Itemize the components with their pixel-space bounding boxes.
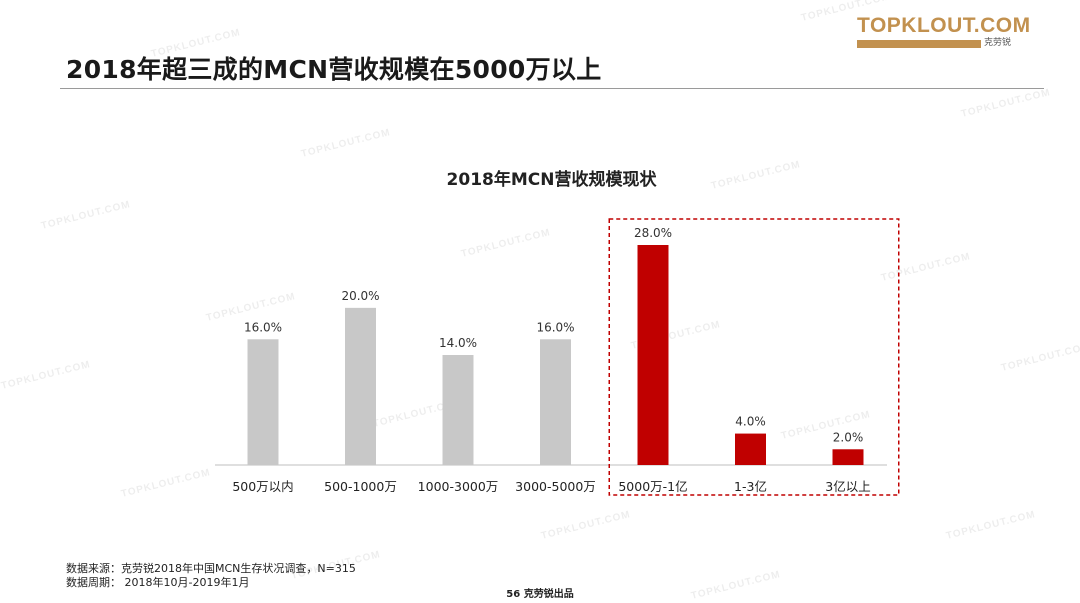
page-number: 56 克劳锐出品 xyxy=(506,589,574,600)
data-label-4: 28.0% xyxy=(634,226,672,240)
data-label-2: 14.0% xyxy=(439,336,477,350)
logo-tagline-bar xyxy=(857,39,981,48)
bar-5 xyxy=(735,433,766,465)
highlight-box xyxy=(608,218,900,496)
title-divider xyxy=(60,88,1044,89)
page-title: 2018年超三成的MCN营收规模在5000万以上 xyxy=(66,55,602,84)
category-label-3: 3000-5000万 xyxy=(515,479,596,494)
brand-logo: TOPKLOUT.COM 克劳锐 xyxy=(857,14,1031,48)
data-label-5: 4.0% xyxy=(735,415,766,429)
logo-tagline-row: 克劳锐 xyxy=(857,39,1027,48)
bar-2 xyxy=(442,355,474,465)
logo-wordmark: TOPKLOUT.COM xyxy=(857,14,1031,37)
category-label-1: 500-1000万 xyxy=(324,479,397,494)
bar-0 xyxy=(247,339,279,465)
bar-1 xyxy=(345,307,376,465)
chart-title: 2018年MCN营收规模现状 xyxy=(446,170,657,190)
data-label-0: 16.0% xyxy=(244,320,282,334)
data-source-note: 数据来源：克劳锐2018年中国MCN生存状况调查，N=315 xyxy=(66,562,356,575)
bar-6 xyxy=(832,449,864,465)
category-label-0: 500万以内 xyxy=(232,479,293,494)
data-period-note: 数据周期： 2018年10月-2019年1月 xyxy=(66,576,250,589)
category-label-4: 5000万-1亿 xyxy=(618,479,687,494)
category-label-6: 3亿以上 xyxy=(825,479,870,494)
category-label-5: 1-3亿 xyxy=(734,479,767,494)
logo-cn-name: 克劳锐 xyxy=(984,38,1012,48)
data-label-6: 2.0% xyxy=(833,430,864,444)
data-label-3: 16.0% xyxy=(536,320,574,334)
category-label-2: 1000-3000万 xyxy=(418,479,499,494)
bar-4 xyxy=(637,245,669,465)
data-label-1: 20.0% xyxy=(341,289,379,303)
bar-3 xyxy=(540,339,571,465)
